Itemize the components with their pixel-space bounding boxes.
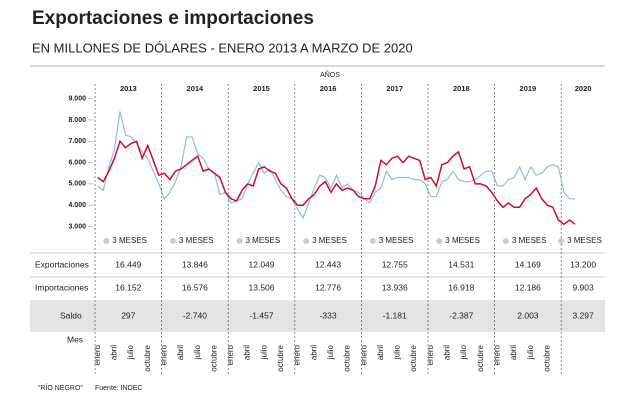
table-cell: -333: [320, 310, 337, 320]
x-tick-label: julio: [393, 344, 402, 360]
table-cell: -2.387: [449, 310, 473, 320]
x-tick-label: abril: [309, 345, 318, 360]
table-cell: 13.506: [249, 282, 275, 292]
note-dot: [369, 238, 376, 244]
year-label: 2017: [386, 84, 403, 93]
x-tick-label: octubre: [409, 344, 418, 371]
month-label-title: Mes: [67, 334, 83, 344]
y-tick-label: 5.000: [68, 181, 86, 188]
row-label: Exportaciones: [35, 259, 89, 269]
note-dot: [502, 238, 509, 244]
note-dot: [558, 238, 565, 244]
note-dot: [436, 238, 443, 244]
note: 3 MESES: [312, 236, 347, 245]
year-label: 2018: [453, 84, 470, 93]
note-dot: [236, 238, 243, 244]
table-cell: 16.152: [115, 282, 141, 292]
x-tick-label: abril: [243, 345, 252, 360]
table-cell: 16.576: [182, 282, 208, 292]
source: Fuente: INDEC: [95, 385, 142, 392]
table-cell: 16.449: [115, 259, 141, 269]
note: 3 MESES: [179, 236, 214, 245]
y-tick-label: 4.000: [68, 202, 86, 209]
note: 3 MESES: [567, 236, 602, 245]
note: 3 MESES: [379, 236, 414, 245]
table-cell: -1.457: [249, 310, 273, 320]
table-cell: 14.531: [448, 259, 474, 269]
x-tick-label: octubre: [143, 344, 152, 371]
series-line: [97, 139, 576, 226]
year-label: 2019: [520, 84, 537, 93]
table-cell: 3.297: [572, 310, 594, 320]
table-cell: 12.755: [382, 259, 408, 269]
table-cell: 12.776: [315, 282, 341, 292]
table-cell: 12.049: [249, 259, 275, 269]
table-cell: 16.918: [448, 282, 474, 292]
credit: “RÍO NEGRO”: [38, 383, 83, 392]
year-label: 2016: [320, 84, 337, 93]
table-cell: 14.169: [515, 259, 541, 269]
x-tick-label: julio: [459, 344, 468, 360]
y-tick-label: 3.000: [68, 223, 86, 230]
series-line: [97, 111, 576, 220]
y-tick-label: 6.000: [68, 159, 86, 166]
table-cell: 2.003: [517, 310, 539, 320]
x-tick-label: julio: [193, 344, 202, 360]
table-cell: 12.443: [315, 259, 341, 269]
note: 3 MESES: [246, 236, 281, 245]
x-tick-label: abril: [376, 345, 385, 360]
x-tick-label: enero: [293, 344, 302, 365]
table-cell: 12.186: [515, 282, 541, 292]
x-tick-label: abril: [176, 345, 185, 360]
x-tick-label: abril: [443, 345, 452, 360]
x-tick-label: octubre: [542, 344, 551, 371]
note-dot: [103, 238, 110, 244]
x-axis-title: AÑOS: [320, 70, 340, 79]
table-cell: 13.200: [570, 259, 596, 269]
x-tick-label: enero: [93, 344, 102, 365]
x-tick-label: octubre: [209, 344, 218, 371]
row-label: Importaciones: [35, 282, 88, 292]
note: 3 MESES: [445, 236, 480, 245]
x-tick-label: enero: [226, 344, 235, 365]
x-tick-label: abril: [509, 345, 518, 360]
chart-title: Exportaciones e importaciones: [32, 8, 314, 29]
note-dot: [169, 238, 176, 244]
x-tick-label: enero: [159, 344, 168, 365]
x-tick-label: julio: [126, 344, 135, 360]
x-tick-label: octubre: [276, 344, 285, 371]
year-label: 2020: [575, 84, 592, 93]
x-tick-label: enero: [426, 344, 435, 365]
y-tick-label: 9.000: [68, 95, 86, 102]
x-tick-label: julio: [259, 344, 268, 360]
x-tick-label: enero: [359, 344, 368, 365]
y-tick-label: 8.000: [68, 117, 86, 124]
table-cell: -1.181: [383, 310, 407, 320]
row-label: Saldo: [60, 310, 82, 320]
table-cell: -2.740: [183, 310, 207, 320]
note: 3 MESES: [112, 236, 147, 245]
x-tick-label: octubre: [476, 344, 485, 371]
x-tick-label: julio: [526, 344, 535, 360]
note-dot: [303, 238, 310, 244]
year-label: 2014: [187, 84, 205, 93]
table-cell: 9.903: [572, 282, 594, 292]
x-tick-label: enero: [492, 344, 501, 365]
chart-subtitle: EN MILLONES DE DÓLARES - ENERO 2013 A MA…: [32, 40, 413, 55]
year-label: 2015: [253, 84, 270, 93]
table-cell: 13.846: [182, 259, 208, 269]
x-tick-label: octubre: [343, 344, 352, 371]
saldo-band: [30, 302, 605, 330]
x-tick-label: julio: [326, 344, 335, 360]
y-tick-label: 7.000: [68, 138, 86, 145]
note: 3 MESES: [512, 236, 547, 245]
x-tick-label: abril: [110, 345, 119, 360]
year-label: 2013: [120, 84, 137, 93]
table-cell: 297: [121, 310, 135, 320]
table-cell: 13.936: [382, 282, 408, 292]
